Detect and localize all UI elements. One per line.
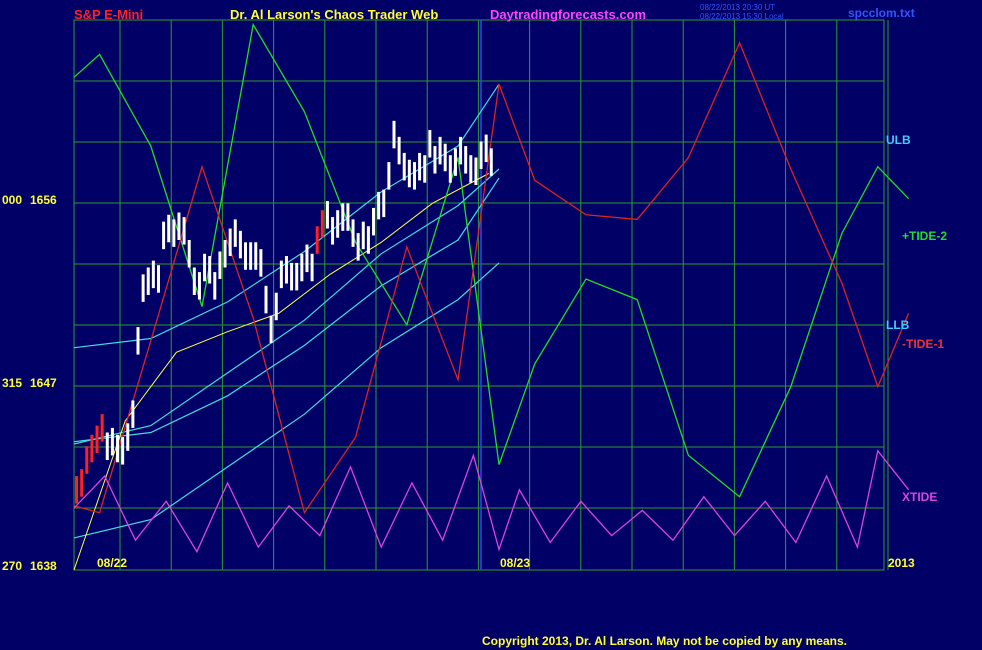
y-left-label-2: 315 [2, 376, 23, 390]
symbol-label: S&P E-Mini [74, 7, 144, 22]
label-xtide: XTIDE [902, 490, 938, 504]
time-local: 08/22/2013 15:30 Local [700, 12, 784, 21]
date-label-2: 08/23 [500, 556, 531, 570]
plot-frame [73, 19, 885, 571]
site-link[interactable]: Daytradingforecasts.com [490, 7, 647, 22]
label-tide2: +TIDE-2 [902, 229, 948, 243]
series-line--tide-1 [73, 41, 910, 515]
y-price-label-2: 1647 [30, 376, 57, 390]
file-name: spcclom.txt [848, 6, 915, 20]
lower-band-line [73, 262, 500, 539]
upper-mid-band-line [73, 177, 500, 443]
label-llb: LLB [886, 318, 910, 332]
y-price-label-3: 1638 [30, 559, 57, 573]
series-line--tide-2 [73, 22, 910, 498]
copyright: Copyright 2013, Dr. Al Larson. May not b… [482, 634, 847, 648]
y-left-label-3: 270 [2, 559, 23, 573]
year-label: 2013 [888, 556, 915, 570]
lower-mid-band-line [73, 168, 500, 445]
label-ulb: ULB [886, 133, 911, 147]
date-label-1: 08/22 [97, 556, 128, 570]
y-price-label-1: 1656 [30, 193, 57, 207]
time-ut: 08/22/2013 20:30 UT [700, 3, 776, 12]
series-line-xtide [73, 449, 910, 554]
label-tide1: -TIDE-1 [902, 337, 944, 351]
y-left-label-1: 000 [2, 193, 23, 207]
regression-line [73, 173, 489, 571]
chart-title: Dr. Al Larson's Chaos Trader Web [230, 7, 439, 22]
